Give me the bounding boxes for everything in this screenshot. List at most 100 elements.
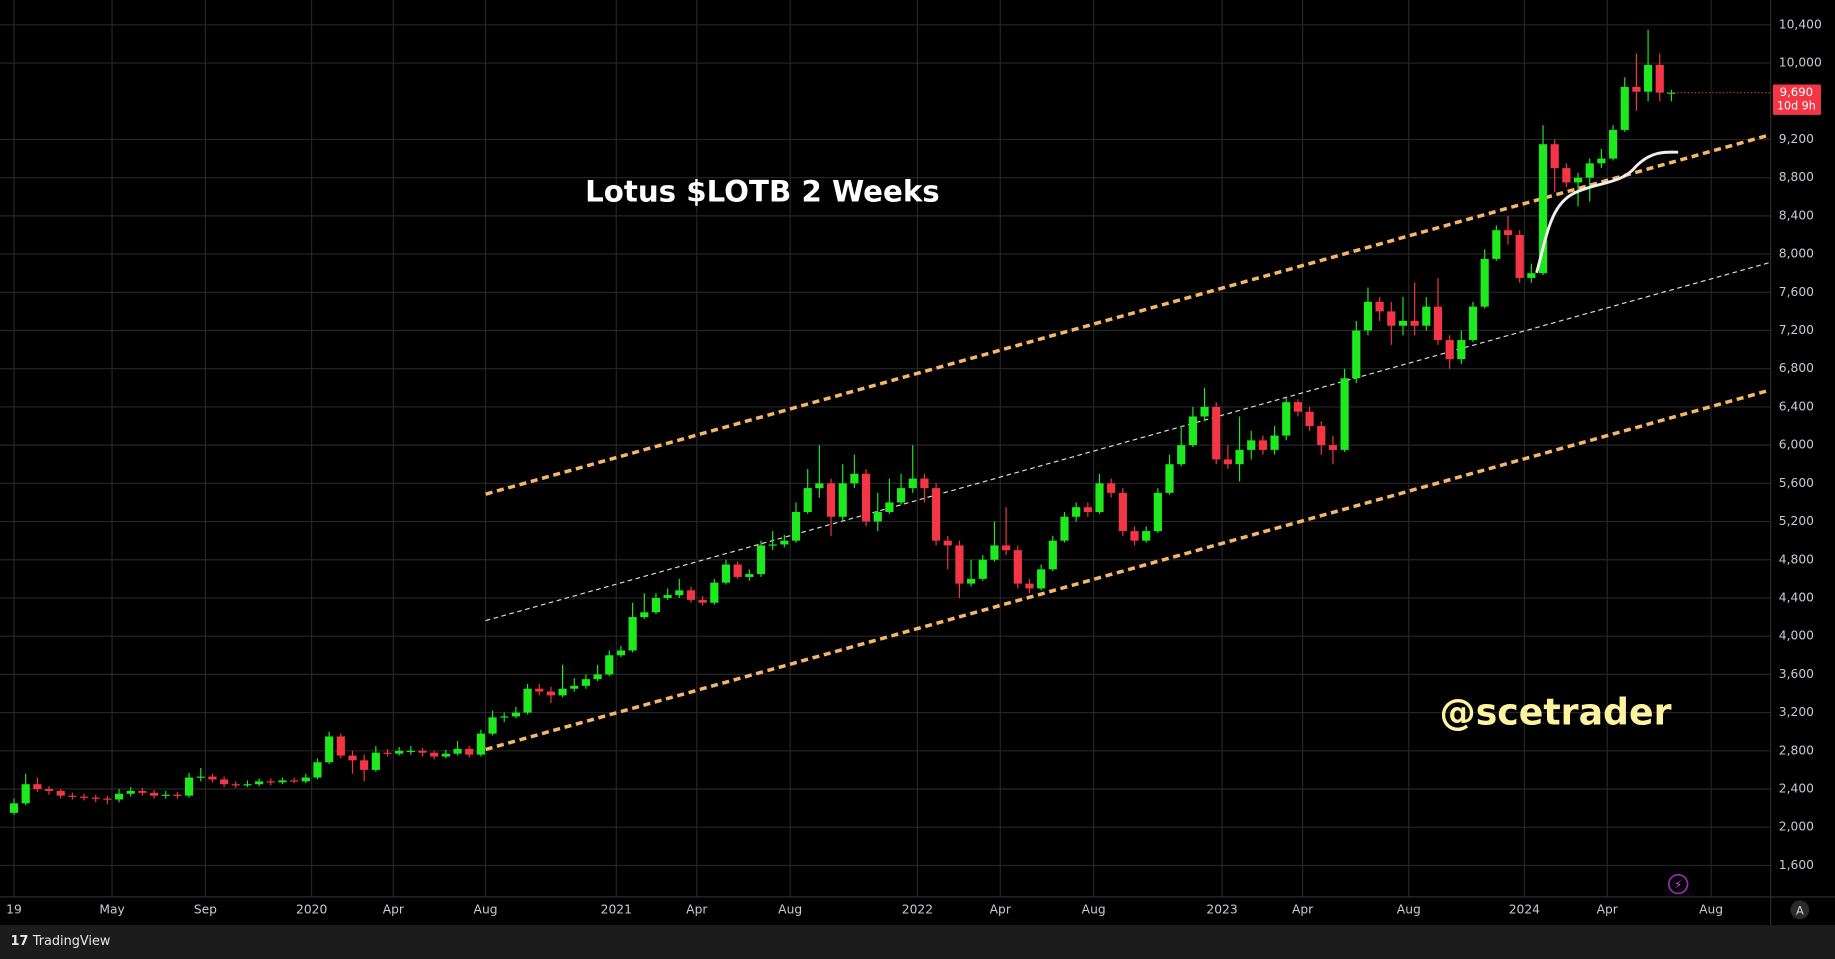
x-tick-label: Apr	[383, 902, 405, 916]
candle-body	[1247, 440, 1256, 450]
candle-body	[1538, 144, 1548, 274]
candle-body	[1165, 464, 1174, 493]
candle-body	[91, 797, 100, 799]
x-tick-label: Apr	[1597, 902, 1619, 916]
candle-body	[1468, 306, 1478, 341]
candle-body	[1515, 234, 1524, 278]
candle-body	[336, 736, 345, 756]
candle-body	[68, 795, 77, 797]
x-tick-label: 2020	[296, 902, 327, 916]
x-tick-label: Apr	[686, 902, 708, 916]
candle-body	[1235, 449, 1244, 465]
y-tick-label: 6,000	[1779, 438, 1814, 452]
candle-body	[1002, 545, 1011, 551]
candles	[9, 29, 1771, 815]
y-tick-label: 1,600	[1779, 858, 1814, 872]
candle-body	[1632, 86, 1641, 92]
drawings	[485, 132, 1772, 752]
x-tick-label: 2023	[1206, 902, 1237, 916]
candle-body	[1013, 550, 1022, 584]
watermark: @scetrader	[1439, 690, 1671, 733]
channel-lower	[485, 388, 1772, 752]
candle-body	[488, 717, 497, 734]
candle-body	[535, 688, 544, 692]
candle-body	[791, 511, 801, 541]
alert-icon[interactable]	[1667, 873, 1689, 895]
x-tick-label: 2022	[902, 902, 933, 916]
y-tick-label: 5,200	[1779, 514, 1814, 528]
y-tick-label: 6,400	[1779, 399, 1814, 413]
candle-body	[955, 545, 964, 584]
bottom-bar	[0, 925, 1835, 959]
candle-body	[255, 781, 264, 785]
brand: TradingView	[32, 934, 111, 949]
candle-body	[1340, 378, 1349, 450]
alert-icon-glyph: ⚡	[1674, 878, 1682, 892]
candle-body	[220, 779, 229, 785]
candle-body	[1620, 86, 1629, 130]
candle-body	[1480, 258, 1489, 307]
candle-body	[768, 544, 777, 546]
candle-body	[721, 564, 731, 583]
y-tick-label: 8,400	[1779, 208, 1814, 222]
candle-body	[500, 716, 509, 718]
candle-body	[114, 793, 124, 800]
candle-body	[861, 473, 871, 522]
candle-body	[803, 488, 812, 512]
candle-body	[9, 803, 19, 813]
candle-body	[908, 478, 917, 489]
candle-body	[1060, 516, 1069, 541]
logo-icon: 17	[11, 934, 29, 949]
candle-body	[149, 792, 159, 796]
candle-body	[1072, 507, 1081, 517]
candle-body	[663, 595, 672, 598]
candle-body	[1223, 459, 1232, 465]
candle-body	[978, 559, 987, 579]
candle-body	[1317, 426, 1326, 446]
auto-button[interactable]: A	[1796, 903, 1804, 917]
y-tick-label: 5,600	[1779, 476, 1814, 490]
candle-body	[943, 540, 952, 546]
y-tick-label: 10,400	[1779, 17, 1822, 31]
candle-body	[570, 685, 579, 689]
candle-body	[1527, 273, 1536, 278]
candle-body	[208, 776, 217, 780]
candle-body	[1328, 445, 1338, 450]
candle-body	[838, 483, 847, 517]
candle-body	[1562, 168, 1571, 183]
candle-body	[1270, 435, 1279, 450]
candle-body	[523, 688, 532, 713]
candle-body	[441, 753, 450, 757]
x-tick-label: Aug	[474, 902, 498, 916]
x-tick-label: Sep	[194, 902, 217, 916]
candle-body	[1398, 320, 1408, 326]
candle-body	[1118, 492, 1127, 532]
x-tick-label: 19	[6, 902, 22, 916]
candle-body	[243, 784, 252, 786]
last-price-badge	[1772, 84, 1821, 115]
candle-body	[430, 752, 439, 757]
candle-body	[1212, 406, 1221, 460]
y-tick-label: 2,800	[1779, 743, 1814, 757]
candle-body	[1608, 129, 1618, 159]
candle-body	[395, 750, 404, 754]
candle-body	[1258, 440, 1268, 450]
axes: 1,600 2,000 2,400 2,800 3,200 3,600 4,000 4,400…	[6, 17, 1822, 916]
candle-body	[1177, 445, 1186, 465]
candle-body	[453, 748, 462, 754]
candle-body	[1293, 402, 1303, 412]
candle-body	[1457, 340, 1466, 360]
candle-body	[686, 590, 696, 600]
candle-body	[1282, 402, 1291, 436]
candle-body	[605, 655, 614, 675]
candle-body	[1655, 64, 1664, 93]
auto-button-bg[interactable]	[1790, 900, 1810, 920]
candle-body	[1037, 569, 1046, 589]
candle-body	[1387, 311, 1396, 326]
candle-body	[56, 790, 65, 796]
candle-body	[1025, 583, 1034, 589]
candle-body	[780, 540, 789, 545]
x-tick-label: 2021	[601, 902, 632, 916]
candle-body	[826, 483, 836, 517]
candle-body	[1375, 301, 1384, 312]
